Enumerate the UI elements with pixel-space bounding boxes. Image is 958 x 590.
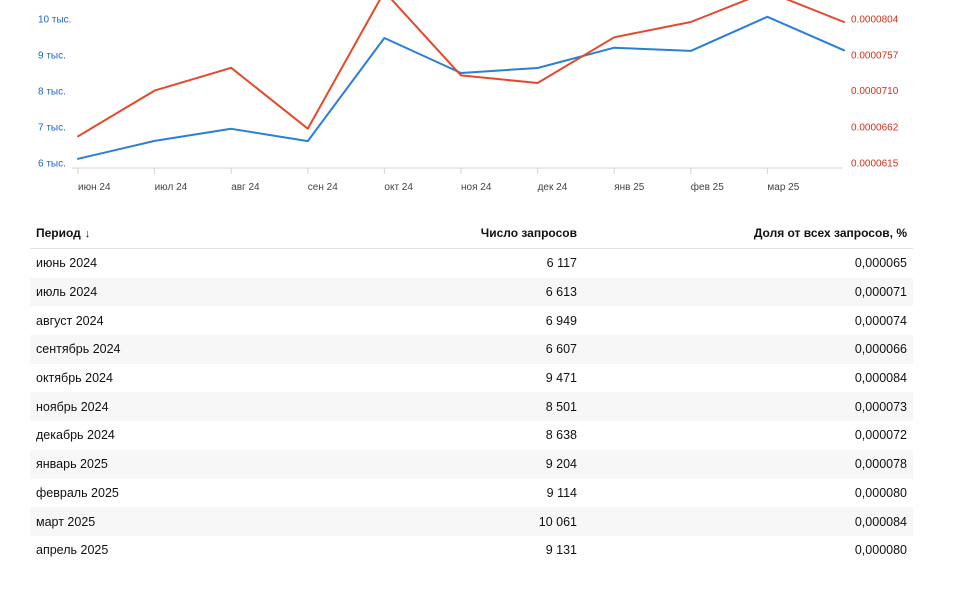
period-cell: июль 2024 [36, 285, 98, 300]
count-cell: 6 613 [545, 285, 577, 300]
query-share-line [77, 0, 845, 138]
count-cell: 9 471 [545, 371, 577, 386]
table-row: апрель 2025 9 131 0,000080 [30, 536, 913, 565]
left-y-tick-label: 7 тыс. [38, 123, 66, 134]
share-cell: 0,000071 [854, 285, 907, 300]
period-cell: июнь 2024 [36, 256, 98, 271]
table-row: октябрь 2024 9 471 0,000084 [30, 364, 913, 393]
count-column-header[interactable]: Число запросов [480, 226, 577, 240]
table-row: август 2024 6 949 0,000074 [30, 306, 913, 335]
period-header-label: Период [36, 226, 81, 240]
share-cell: 0,000074 [854, 313, 907, 328]
right-y-tick-label: 0.0000615 [851, 159, 899, 170]
share-cell: 0,000065 [854, 256, 907, 271]
period-cell: сентябрь 2024 [36, 342, 121, 357]
sort-down-icon: ↓ [84, 228, 91, 240]
share-cell: 0,000084 [854, 371, 907, 386]
x-tick-label: янв 25 [614, 182, 645, 193]
count-cell: 6 607 [545, 342, 577, 357]
table-row: июль 2024 6 613 0,000071 [30, 277, 913, 307]
count-cell: 9 131 [545, 543, 577, 558]
table-row: июнь 2024 6 117 0,000065 [30, 249, 913, 278]
table-row: февраль 2025 9 114 0,000080 [30, 479, 913, 508]
count-cell: 9 204 [545, 457, 577, 472]
period-cell: апрель 2025 [36, 543, 109, 558]
count-cell: 9 114 [546, 485, 577, 500]
x-tick-label: авг 24 [231, 182, 260, 193]
x-tick-label: мар 25 [767, 182, 799, 193]
table-row: март 2025 10 061 0,000084 [30, 507, 913, 536]
table-row: ноябрь 2024 8 501 0,000073 [30, 392, 913, 422]
share-cell: 0,000073 [854, 399, 907, 414]
left-y-tick-label: 9 тыс. [38, 51, 66, 62]
left-y-tick-label: 10 тыс. [38, 15, 71, 26]
period-cell: декабрь 2024 [36, 428, 115, 443]
x-tick-label: окт 24 [384, 182, 413, 193]
period-cell: январь 2025 [36, 457, 108, 472]
stats-table: Период ↓ Число запросов Доля от всех запр… [30, 218, 913, 565]
x-tick-label: июл 24 [155, 182, 188, 193]
x-tick-label: фев 25 [691, 181, 724, 193]
x-tick-label: июн 24 [78, 182, 111, 193]
count-cell: 6 949 [545, 313, 577, 328]
share-cell: 0,000080 [854, 485, 907, 500]
count-cell: 8 638 [545, 428, 577, 443]
share-cell: 0,000084 [854, 514, 907, 529]
table-row: декабрь 2024 8 638 0,000072 [30, 421, 913, 450]
left-y-tick-label: 8 тыс. [38, 87, 66, 98]
period-cell: август 2024 [36, 313, 104, 328]
period-cell: октябрь 2024 [36, 371, 113, 386]
period-cell: февраль 2025 [36, 485, 119, 500]
table-header: Период ↓ Число запросов Доля от всех запр… [30, 218, 913, 249]
line-chart: 10 тыс. 9 тыс. 8 тыс. 7 тыс. 6 тыс. 0.000080… [38, 0, 899, 193]
x-tick-label: сен 24 [308, 182, 338, 193]
count-cell: 6 117 [546, 256, 577, 271]
period-cell: ноябрь 2024 [36, 399, 109, 414]
share-cell: 0,000072 [854, 428, 907, 443]
table-row: сентябрь 2024 6 607 0,000066 [30, 335, 913, 364]
right-y-tick-label: 0.0000804 [851, 15, 899, 26]
table-body: июнь 2024 6 117 0,000065 июль 2024 6 613 0,00… [30, 249, 913, 565]
query-count-line [77, 15, 845, 160]
period-column-header[interactable]: Период ↓ [30, 226, 330, 240]
right-y-tick-label: 0.0000662 [851, 123, 899, 134]
count-cell: 8 501 [545, 399, 577, 414]
right-y-tick-label: 0.0000710 [851, 86, 899, 97]
left-y-tick-label: 6 тыс. [38, 159, 66, 170]
x-tick-label: дек 24 [538, 182, 568, 193]
period-cell: март 2025 [36, 514, 96, 529]
share-column-header[interactable]: Доля от всех запросов, % [753, 226, 907, 240]
x-tick-label: ноя 24 [461, 182, 492, 193]
count-cell: 10 061 [538, 514, 577, 529]
share-cell: 0,000078 [854, 457, 907, 472]
share-cell: 0,000080 [854, 543, 907, 558]
share-cell: 0,000066 [854, 342, 907, 357]
right-y-tick-label: 0.0000757 [851, 50, 899, 61]
table-row: январь 2025 9 204 0,000078 [30, 449, 913, 479]
